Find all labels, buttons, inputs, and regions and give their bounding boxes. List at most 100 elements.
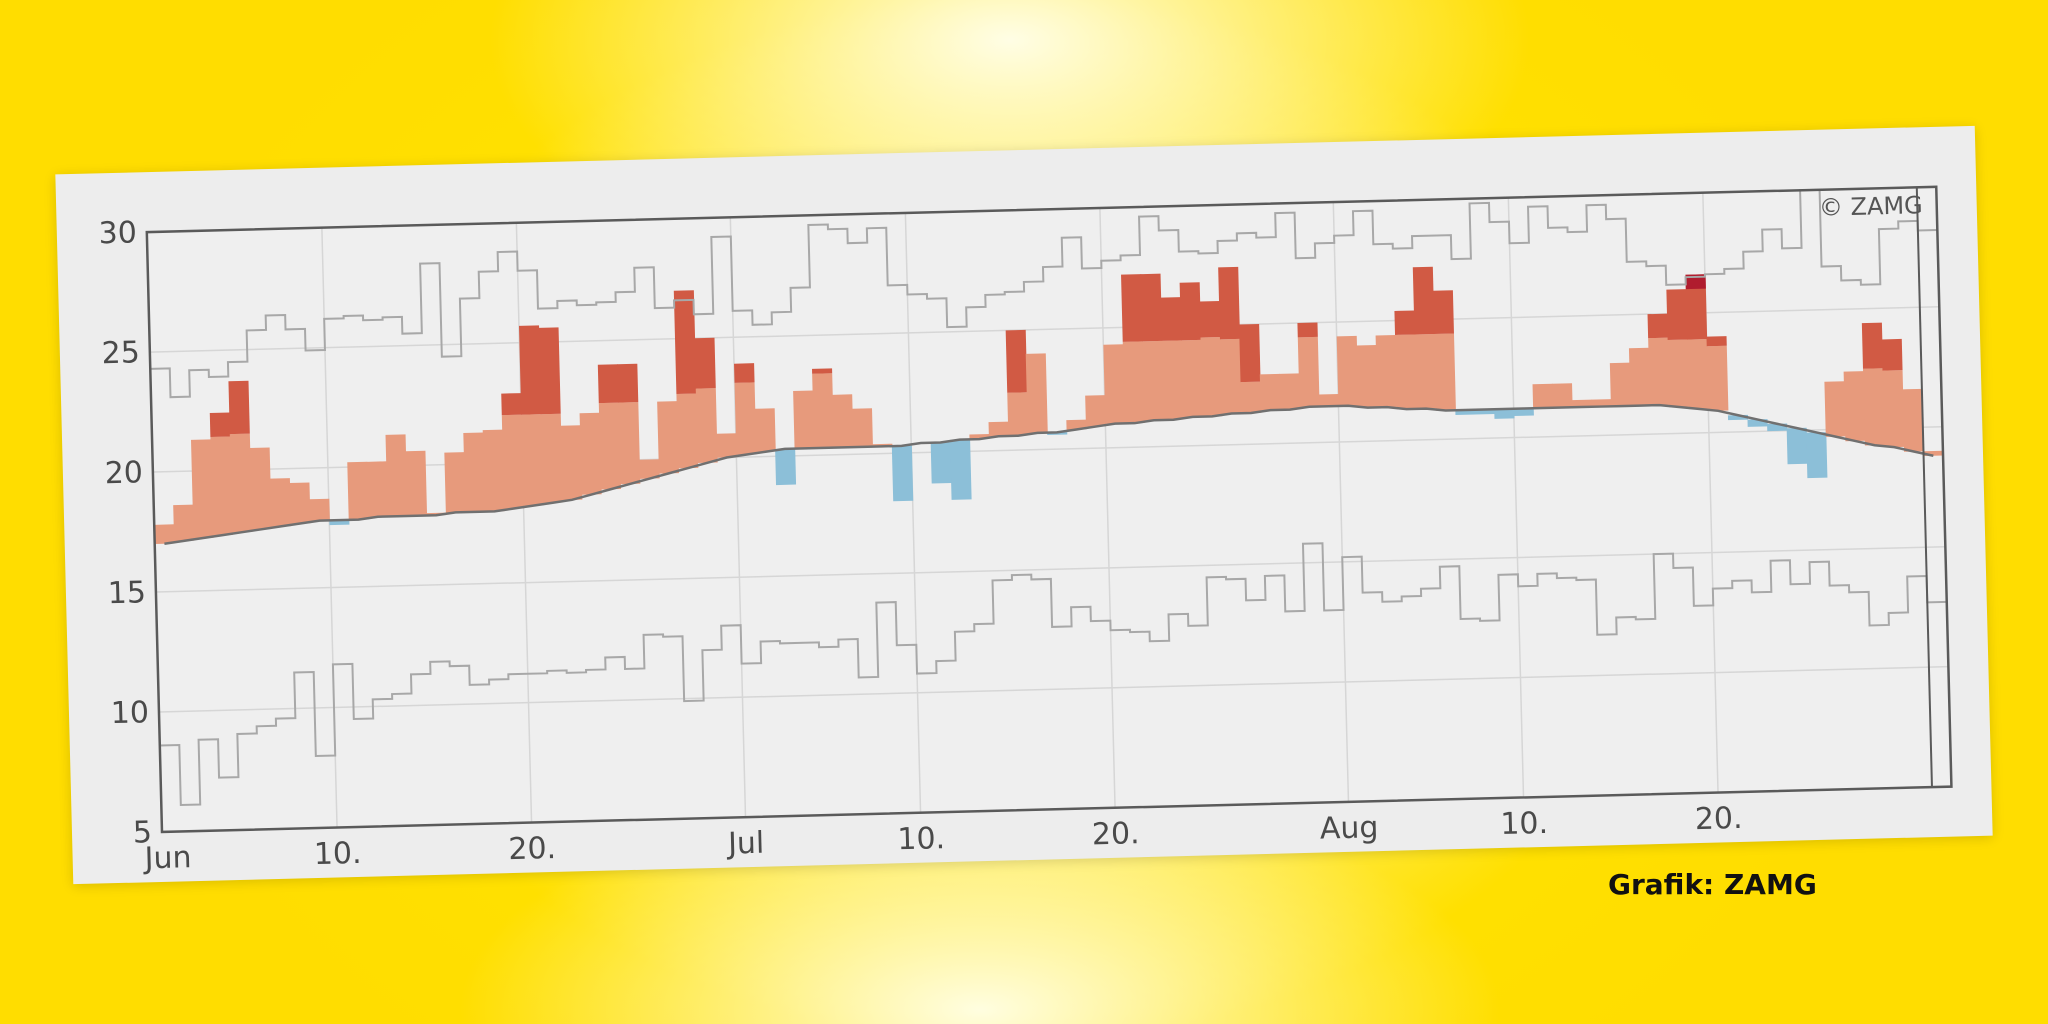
grid-line-x — [1507, 197, 1525, 798]
current-day-line — [1915, 187, 1933, 788]
hot-anomaly-bar — [1706, 336, 1727, 347]
y-tick-label: 5 — [132, 815, 152, 850]
warm-anomaly-bar — [1219, 338, 1242, 414]
warm-anomaly-bar — [1122, 341, 1145, 424]
warm-anomaly-bar — [501, 414, 525, 509]
warm-anomaly-bar — [716, 433, 737, 458]
hot-anomaly-bar — [1218, 266, 1241, 340]
hot-anomaly-bar — [1160, 297, 1182, 341]
warm-anomaly-bar — [1648, 337, 1670, 406]
cold-anomaly-bar — [1513, 408, 1534, 416]
cold-anomaly-bar — [1786, 427, 1808, 465]
warm-anomaly-bar — [366, 461, 389, 518]
warm-anomaly-bar — [269, 478, 292, 527]
warm-anomaly-bar — [1007, 392, 1029, 436]
warm-anomaly-bar — [1318, 394, 1340, 407]
warm-anomaly-bar — [1240, 381, 1262, 414]
warm-anomaly-bar — [1706, 345, 1729, 412]
warm-anomaly-bar — [1200, 336, 1223, 417]
warm-anomaly-bar — [832, 394, 854, 448]
hot-anomaly-bar — [1432, 290, 1454, 334]
chart-copyright: © ZAMG — [1819, 191, 1923, 222]
warm-anomaly-bar — [598, 402, 622, 490]
hot-anomaly-bar — [597, 364, 619, 404]
warm-anomaly-bar — [676, 393, 699, 469]
plot-frame — [145, 185, 1953, 834]
y-tick-label: 15 — [107, 575, 146, 611]
warm-anomaly-bar — [1103, 344, 1126, 424]
graphic-credit: Grafik: ZAMG — [1608, 868, 1817, 901]
warm-anomaly-bar — [154, 524, 175, 545]
warm-anomaly-bar — [1433, 333, 1456, 411]
hot-anomaly-bar — [228, 380, 250, 435]
warm-anomaly-bar — [1142, 340, 1165, 421]
y-tick-label: 20 — [104, 455, 143, 491]
y-tick-label: 30 — [98, 215, 137, 251]
warm-anomaly-bar — [734, 382, 757, 455]
hot-anomaly-bar — [1394, 310, 1416, 335]
warm-anomaly-bar — [812, 373, 835, 449]
warm-anomaly-bar — [560, 425, 583, 501]
cold-anomaly-bar — [1806, 432, 1828, 479]
hot-anomaly-bar — [734, 363, 755, 383]
upper-range-line — [150, 188, 1938, 399]
plot-background — [146, 186, 1952, 832]
warm-anomaly-bar — [540, 413, 563, 503]
hot-anomaly-bar — [812, 368, 833, 374]
warm-anomaly-bar — [1571, 399, 1593, 408]
grid-line-y — [158, 665, 1949, 713]
x-tick-label: 10. — [897, 821, 946, 857]
warm-anomaly-bar — [1025, 353, 1048, 434]
normal-line — [164, 403, 1934, 546]
warm-anomaly-bar — [1161, 340, 1184, 421]
warm-anomaly-bar — [229, 433, 253, 533]
grid-line-x — [515, 222, 533, 823]
warm-anomaly-bar — [1336, 335, 1359, 407]
hot-anomaly-bar — [1005, 329, 1028, 393]
warm-anomaly-bar — [618, 402, 641, 485]
warm-anomaly-bar — [1085, 395, 1107, 427]
warm-anomaly-bar — [1843, 371, 1866, 442]
cold-anomaly-bar — [891, 445, 914, 502]
hot-anomaly-bar — [1666, 289, 1688, 341]
warm-anomaly-bar — [385, 434, 408, 517]
grid-line-y — [155, 545, 1946, 593]
warm-anomaly-bar — [1181, 339, 1204, 418]
hot-anomaly-bar — [1199, 300, 1221, 338]
hot-anomaly-bar — [518, 325, 542, 415]
warm-anomaly-bar — [1551, 383, 1573, 408]
range-lines — [150, 188, 1947, 807]
hot-anomaly-bar — [538, 327, 561, 415]
hot-anomaly-bar — [1239, 323, 1261, 383]
y-tick-label: 10 — [110, 695, 149, 731]
warm-anomaly-bar — [1356, 345, 1379, 408]
warm-anomaly-bar — [1902, 388, 1925, 452]
hot-anomaly-bar — [673, 290, 697, 394]
cold-anomaly-bar — [1494, 408, 1515, 419]
hot-anomaly-bar — [1179, 282, 1202, 341]
warm-anomaly-bar — [579, 412, 602, 495]
axes: 5 10 15 20 25 30 Jun 10. 20. Jul 10. 20. Aug 10. 20. — [98, 185, 1953, 876]
grid-line-y — [149, 306, 1940, 353]
warm-anomaly-bar — [1532, 383, 1554, 409]
hot-anomaly-bar — [1647, 313, 1669, 339]
warm-anomaly-bar — [639, 459, 660, 479]
warm-anomaly-bar — [289, 482, 311, 524]
warm-anomaly-bar — [173, 504, 195, 542]
cold-anomaly-bar — [930, 442, 952, 484]
warm-anomaly-bar — [1591, 399, 1612, 407]
x-tick-label: 20. — [1694, 801, 1743, 837]
warm-anomaly-bar — [793, 390, 815, 449]
warm-anomaly-bar — [309, 498, 330, 521]
warm-anomaly-bar — [521, 414, 544, 506]
hot-anomaly-bar — [209, 412, 231, 437]
warm-anomaly-bar — [1882, 370, 1905, 448]
warm-anomaly-bar — [190, 439, 214, 539]
hot-anomaly-bar — [1140, 273, 1163, 342]
warm-anomaly-bar — [1687, 339, 1709, 410]
chart-card: 5 10 15 20 25 30 Jun 10. 20. Jul 10. 20. Aug 10. 20. ©… — [55, 125, 1993, 885]
hot-anomaly-bar — [1861, 322, 1884, 369]
warm-anomaly-bar — [1259, 373, 1281, 411]
hot-anomaly-bar — [694, 337, 716, 389]
warm-anomaly-bar — [1066, 419, 1087, 430]
